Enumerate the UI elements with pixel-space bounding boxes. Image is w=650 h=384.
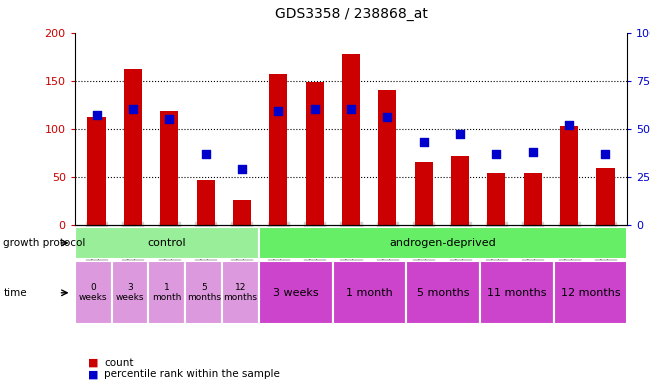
Text: ■: ■ [88, 369, 98, 379]
Text: 5
months: 5 months [187, 283, 220, 303]
Point [600, 151, 610, 157]
Bar [406, 261, 480, 324]
Point [491, 151, 502, 157]
Bar [451, 157, 469, 225]
Bar [488, 173, 506, 225]
Text: 12
months: 12 months [224, 283, 257, 303]
Bar [148, 261, 185, 324]
Bar [233, 200, 251, 225]
Bar [259, 227, 627, 259]
Bar [415, 162, 433, 225]
Bar [269, 74, 287, 225]
Bar [124, 69, 142, 225]
Text: count: count [104, 358, 133, 368]
Point [346, 106, 356, 113]
Point [237, 166, 247, 172]
Text: androgen-deprived: androgen-deprived [390, 238, 497, 248]
Bar [560, 126, 578, 225]
Bar [306, 82, 324, 225]
Text: growth protocol: growth protocol [3, 238, 86, 248]
Point [564, 122, 575, 128]
Point [455, 131, 465, 137]
Bar [196, 180, 214, 225]
Bar [596, 168, 614, 225]
Text: 0
weeks: 0 weeks [79, 283, 107, 303]
Text: 1 month: 1 month [346, 288, 393, 298]
Bar [259, 261, 333, 324]
Bar [75, 227, 259, 259]
Bar [554, 261, 627, 324]
Bar [378, 90, 396, 225]
Bar [185, 261, 222, 324]
Bar [222, 261, 259, 324]
Point [382, 114, 393, 120]
Point [309, 106, 320, 113]
Bar [480, 261, 554, 324]
Bar [160, 111, 178, 225]
Bar [75, 261, 112, 324]
Point [200, 151, 211, 157]
Bar [88, 117, 106, 225]
Text: 11 months: 11 months [487, 288, 547, 298]
Text: 5 months: 5 months [417, 288, 469, 298]
Text: 3
weeks: 3 weeks [116, 283, 144, 303]
Text: control: control [148, 238, 186, 248]
Point [528, 149, 538, 155]
Text: ■: ■ [88, 358, 98, 368]
Text: percentile rank within the sample: percentile rank within the sample [104, 369, 280, 379]
Point [273, 108, 283, 114]
Text: 1
month: 1 month [152, 283, 181, 303]
Point [92, 112, 102, 118]
Bar [342, 54, 360, 225]
Bar [333, 261, 406, 324]
Bar [524, 173, 542, 225]
Text: 12 months: 12 months [560, 288, 620, 298]
Point [164, 116, 174, 122]
Bar [112, 261, 148, 324]
Point [127, 106, 138, 113]
Text: GDS3358 / 238868_at: GDS3358 / 238868_at [274, 7, 428, 21]
Point [419, 139, 429, 145]
Text: 3 weeks: 3 weeks [273, 288, 318, 298]
Text: time: time [3, 288, 27, 298]
